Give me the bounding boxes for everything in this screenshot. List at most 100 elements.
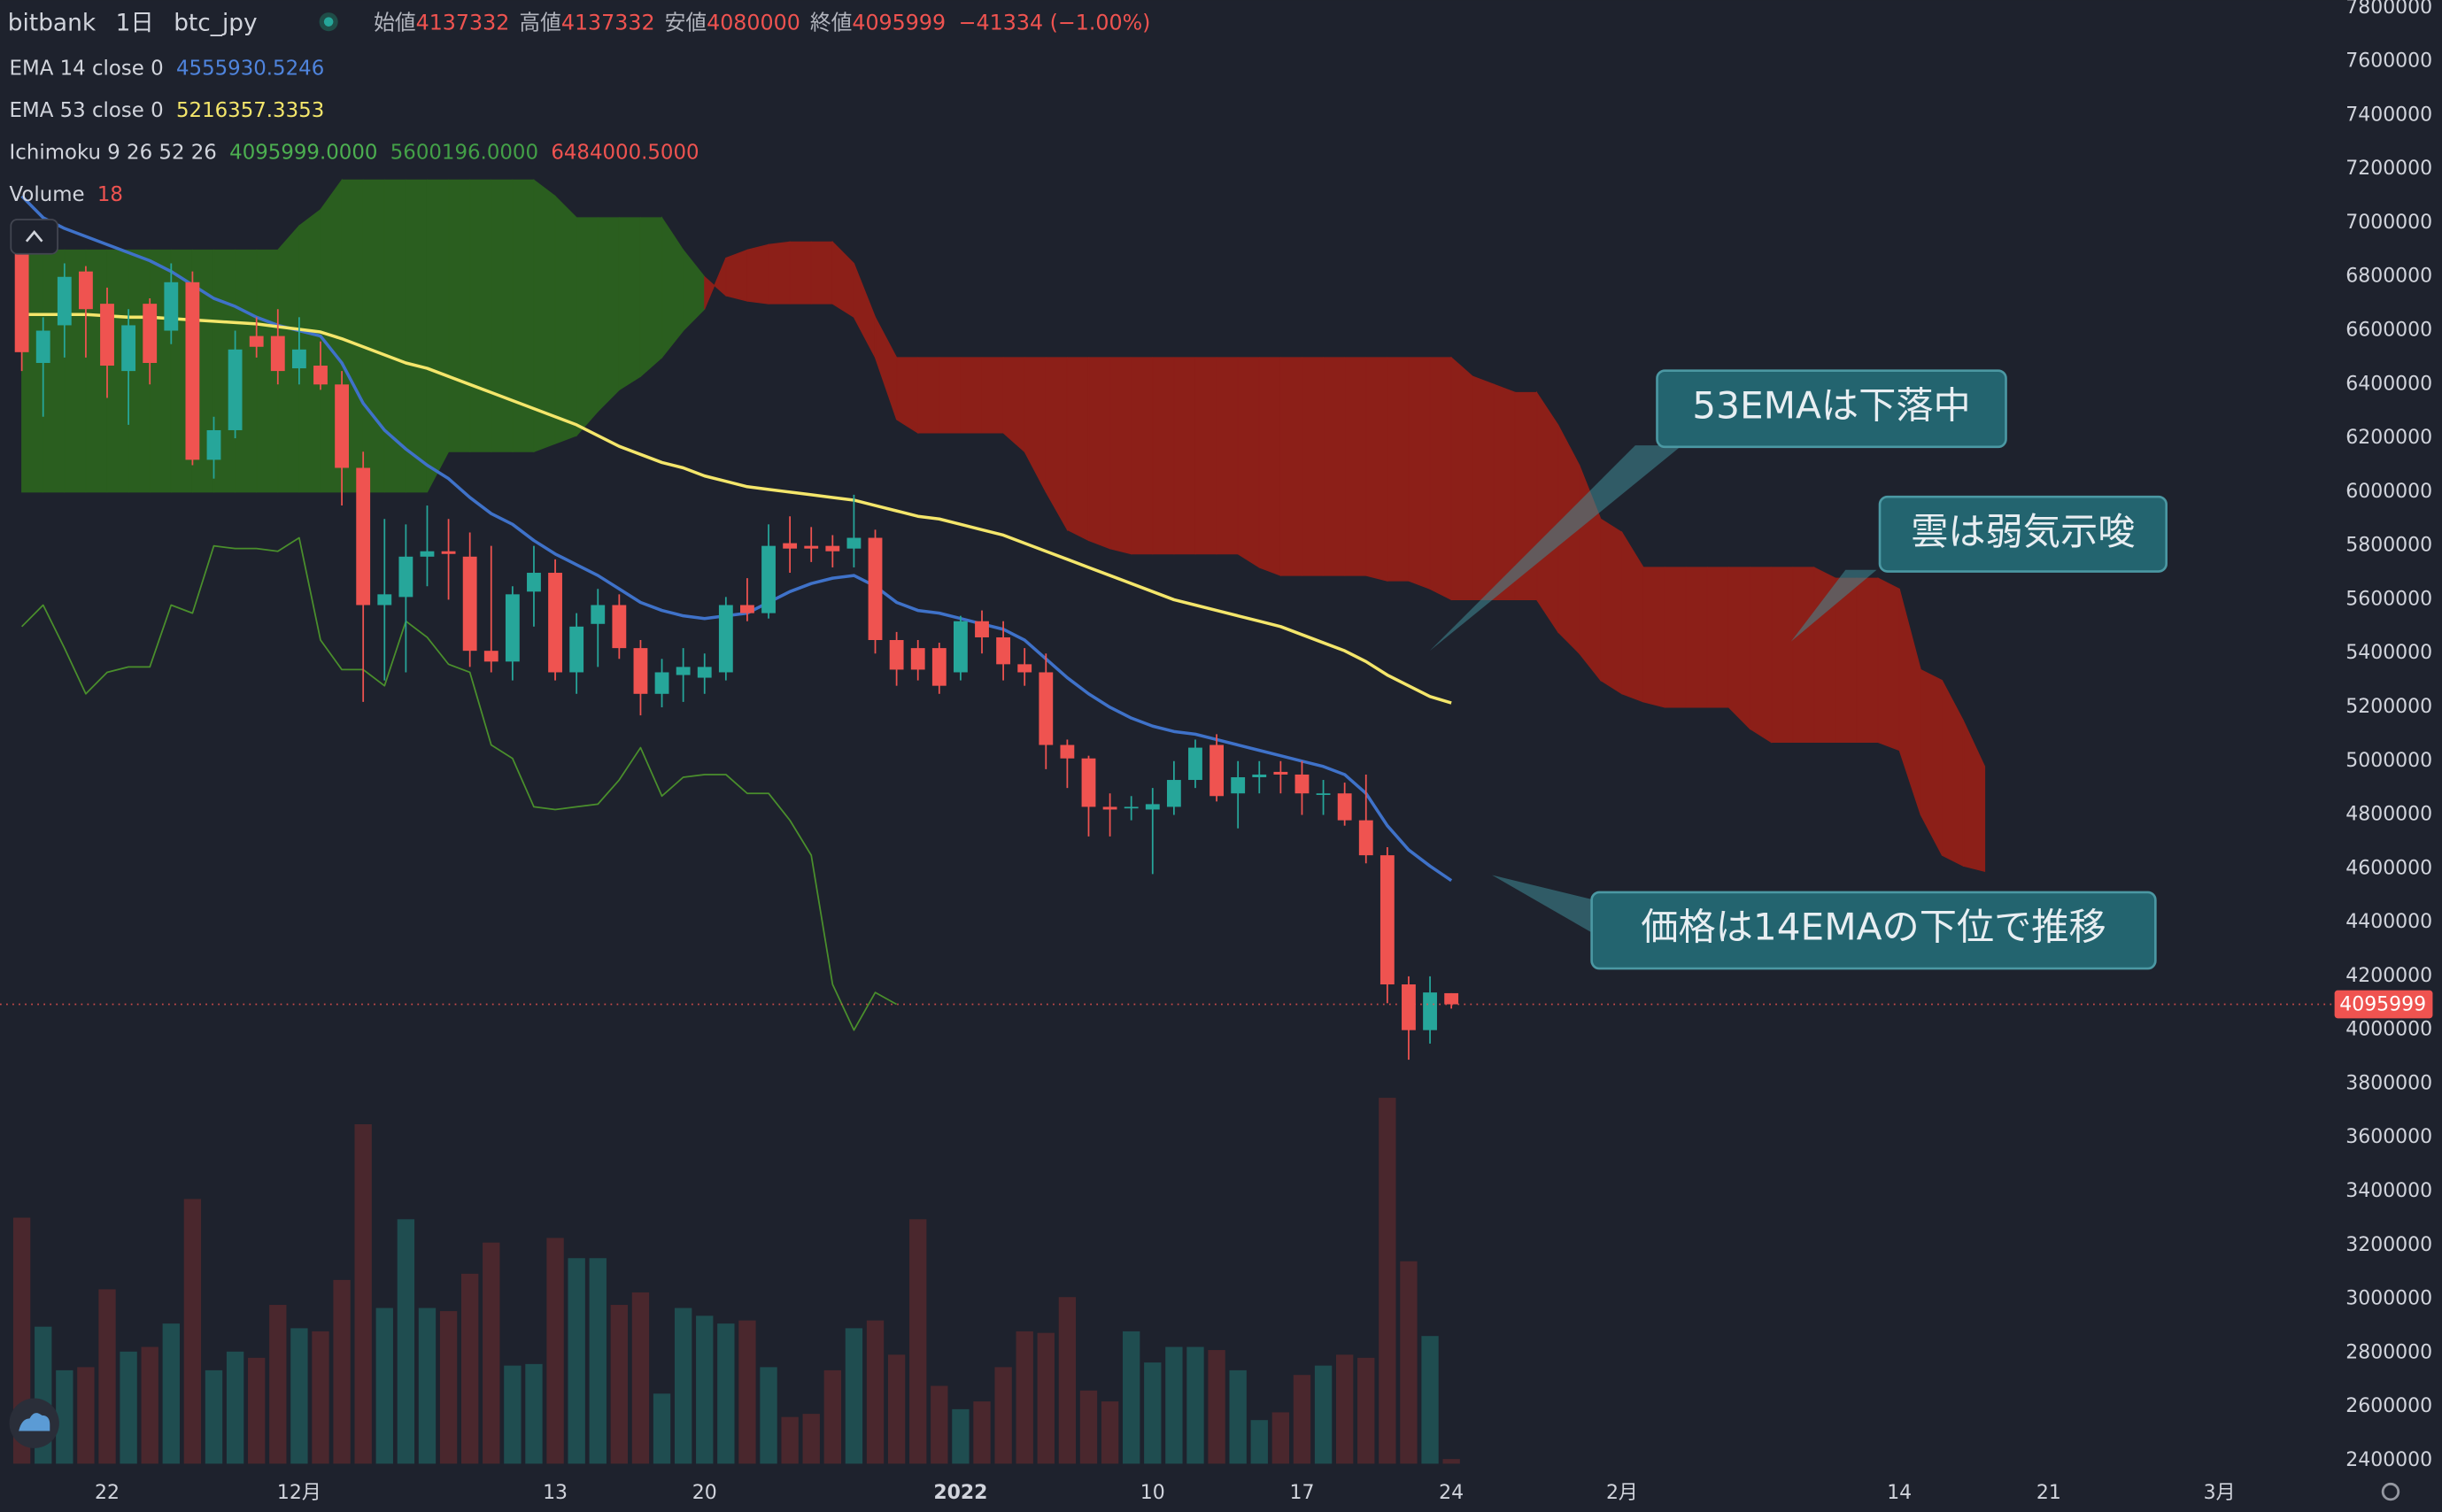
settings-button[interactable]: [2381, 1482, 2400, 1501]
volume-bar: [226, 1351, 244, 1464]
annotation-text: 価格は14EMAの下位で推移: [1641, 906, 2106, 949]
symbol: btc_jpy: [174, 10, 257, 36]
candle-body: [996, 636, 1011, 665]
volume-bar: [546, 1238, 564, 1464]
volume-bar: [631, 1292, 650, 1464]
candle-body: [1039, 672, 1054, 745]
cloud-segment: [512, 179, 535, 452]
volume-bar: [1250, 1420, 1268, 1464]
legend-ema14: EMA 14 close 0 4555930.5246: [10, 57, 325, 80]
candle-body: [1273, 771, 1288, 775]
cloud-segment: [1472, 375, 1495, 600]
candle-body: [79, 271, 93, 310]
price-label: 4095999: [2339, 993, 2426, 1015]
price-line: 4095999: [0, 990, 2433, 1019]
volume-bar: [162, 1323, 180, 1464]
y-tick-label: 5200000: [2345, 696, 2432, 718]
y-tick-label: 6200000: [2345, 427, 2432, 449]
y-tick-label: 3600000: [2345, 1126, 2432, 1148]
y-tick-label: 3000000: [2345, 1288, 2432, 1310]
volume-bar: [1144, 1362, 1162, 1464]
candle-body: [718, 605, 733, 673]
candle-body: [164, 282, 179, 331]
y-tick-label: 7200000: [2345, 158, 2432, 180]
cloud-segment: [1877, 577, 1900, 752]
candle-body: [228, 349, 243, 430]
x-tick-label: 17: [1289, 1482, 1314, 1504]
cloud-segment: [1429, 357, 1452, 601]
volume-bar: [1314, 1365, 1333, 1464]
y-tick-label: 6800000: [2345, 266, 2432, 288]
legend-name: EMA 53 close 0: [10, 98, 164, 121]
candle-body: [527, 573, 541, 592]
legend-ichimoku: Ichimoku 9 26 52 26 4095999.0000 5600196…: [10, 141, 699, 164]
y-tick-label: 7000000: [2345, 212, 2432, 234]
candle-body: [953, 621, 968, 673]
candle-body: [740, 605, 754, 613]
price-label-box: [2334, 990, 2433, 1019]
cloud-segment: [1387, 357, 1410, 582]
candle-body: [846, 537, 862, 549]
volume-bar: [1400, 1261, 1418, 1464]
volume-bar: [823, 1369, 841, 1464]
volume-bar: [504, 1365, 522, 1464]
legend-volume: Volume 18: [10, 182, 123, 205]
candle-body: [1358, 820, 1373, 856]
legend-value: 5216357.3353: [176, 98, 324, 121]
y-tick-label: 3800000: [2345, 1072, 2432, 1094]
volume-bar: [98, 1289, 116, 1464]
candle-body: [14, 250, 29, 352]
candle-body: [249, 336, 264, 347]
candle-body: [1402, 984, 1416, 1030]
cloud-segment: [1152, 357, 1175, 555]
candle-body: [313, 366, 328, 385]
candle-body: [1209, 744, 1224, 797]
legend-ema53: EMA 53 close 0 5216357.3353: [10, 98, 325, 121]
cloud-segment: [1258, 357, 1281, 576]
ema-line: [21, 312, 1452, 705]
x-tick-label: 24: [1439, 1482, 1464, 1504]
cloud-segment: [448, 179, 471, 452]
candle-body: [1337, 793, 1352, 821]
volume-bar: [1442, 1459, 1460, 1464]
callout-box: [1878, 495, 2168, 573]
volume-bar: [653, 1393, 671, 1464]
volume-bar: [333, 1279, 351, 1464]
ema-line: [20, 195, 1453, 883]
high-value: 4137332: [561, 10, 655, 35]
volume-bar: [525, 1363, 543, 1464]
annotation: 価格は14EMAの下位で推移: [1492, 875, 2157, 970]
x-tick-label: 10: [1140, 1482, 1165, 1504]
candle-body: [57, 276, 72, 326]
cloud-segment: [917, 357, 940, 434]
cloud-segment: [469, 179, 492, 452]
y-tick-label: 4200000: [2345, 965, 2432, 987]
collapse-button[interactable]: [10, 219, 58, 255]
cloud-segment: [554, 195, 577, 444]
y-tick-label: 6000000: [2345, 481, 2432, 503]
volume-bar: [397, 1219, 415, 1464]
legend-name: EMA 14 close 0: [10, 57, 164, 80]
candle-body: [1444, 992, 1459, 1005]
exchange: bitbank: [8, 10, 97, 36]
x-tick-label: 22: [95, 1482, 120, 1504]
volume-bar: [269, 1305, 287, 1464]
volume-bar: [973, 1401, 991, 1464]
volume-bar: [738, 1320, 756, 1464]
volume-bar: [1079, 1390, 1098, 1464]
volume-bar: [1421, 1336, 1439, 1464]
x-tick-label: 2022: [933, 1482, 987, 1504]
volume-bar: [1208, 1350, 1225, 1464]
legend-name: Ichimoku 9 26 52 26: [10, 141, 217, 164]
cloud-segment: [1365, 357, 1388, 582]
volume-bar: [77, 1367, 95, 1464]
y-tick-label: 5000000: [2345, 750, 2432, 772]
x-tick-label: 14: [1887, 1482, 1912, 1504]
candle-body: [1017, 664, 1032, 673]
candle-body: [591, 605, 606, 624]
volume-bar: [1271, 1412, 1290, 1464]
candle-body: [291, 349, 306, 369]
y-tick-label: 2600000: [2345, 1395, 2432, 1417]
candle-body: [1124, 806, 1139, 809]
cloud-segment: [1109, 357, 1132, 555]
